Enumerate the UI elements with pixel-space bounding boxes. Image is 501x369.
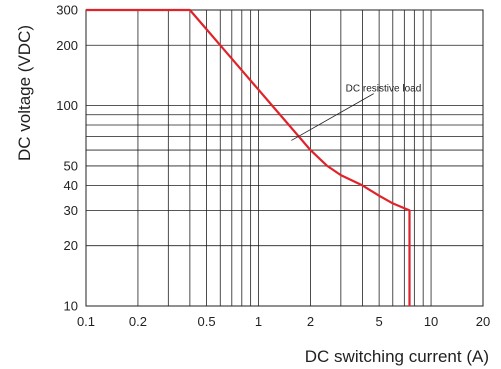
annotation-label: DC resistive load: [346, 84, 422, 95]
annotations: DC resistive load: [291, 84, 421, 141]
grid-lines: [85, 9, 484, 307]
y-tick-label: 40: [64, 178, 78, 193]
series-layer: [86, 8, 411, 306]
x-tick-label: 0.1: [77, 314, 95, 329]
annotation-leader: [291, 93, 374, 141]
y-tick-label: 50: [64, 158, 78, 173]
x-tick-label: 0.2: [129, 314, 147, 329]
y-tick-label: 10: [64, 299, 78, 314]
x-tick-label: 1: [255, 314, 262, 329]
x-axis-label: DC switching current (A): [305, 347, 489, 366]
x-tick-label: 10: [424, 314, 438, 329]
y-tick-label: 200: [56, 38, 78, 53]
plot-frame: [85, 9, 484, 307]
x-tick-label: 0.5: [198, 314, 216, 329]
x-tick-label: 20: [476, 314, 490, 329]
series-line: [86, 8, 411, 306]
x-tick-label: 5: [376, 314, 383, 329]
y-tick-label: 30: [64, 203, 78, 218]
x-tick-label: 2: [307, 314, 314, 329]
y-tick-label: 300: [56, 3, 78, 18]
y-axis-label: DC voltage (VDC): [15, 25, 34, 161]
y-tick-label: 100: [56, 98, 78, 113]
tick-labels: 0.1 0.2 0.5 1 2 5 10 20 10 20 30 40 50 100 200 300: [56, 3, 490, 330]
y-tick-label: 20: [64, 238, 78, 253]
